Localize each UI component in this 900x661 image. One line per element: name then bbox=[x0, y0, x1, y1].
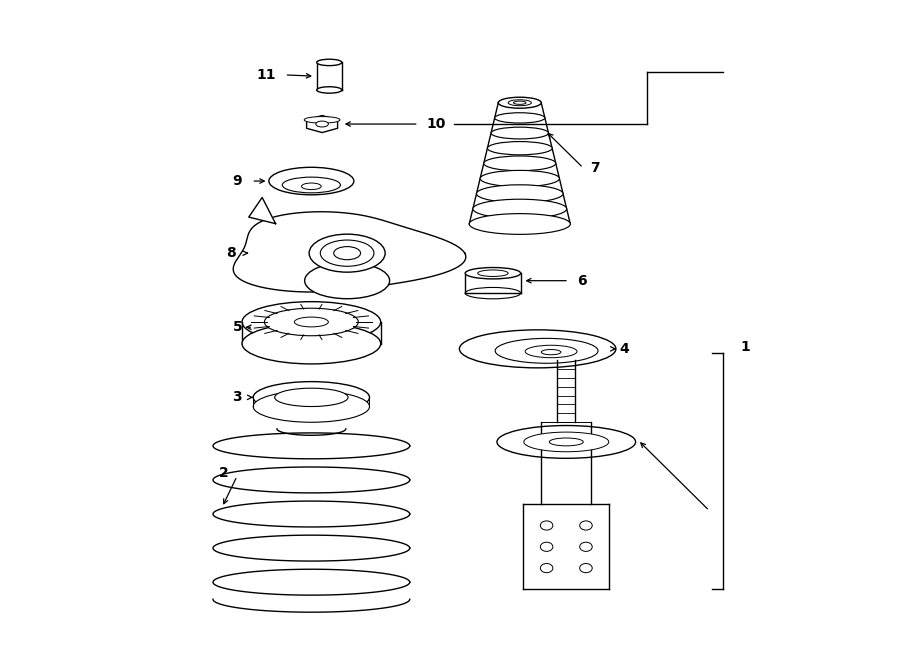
Ellipse shape bbox=[459, 330, 616, 368]
Polygon shape bbox=[233, 212, 466, 292]
Ellipse shape bbox=[320, 240, 374, 266]
Ellipse shape bbox=[478, 270, 508, 276]
Ellipse shape bbox=[499, 98, 541, 107]
Ellipse shape bbox=[491, 127, 548, 139]
Ellipse shape bbox=[472, 199, 567, 218]
Text: 6: 6 bbox=[578, 274, 587, 288]
Ellipse shape bbox=[269, 167, 354, 195]
Ellipse shape bbox=[253, 381, 370, 413]
Ellipse shape bbox=[465, 288, 521, 299]
Ellipse shape bbox=[495, 113, 544, 123]
Ellipse shape bbox=[495, 338, 598, 364]
Ellipse shape bbox=[484, 156, 556, 171]
Ellipse shape bbox=[317, 59, 342, 65]
Text: 4: 4 bbox=[619, 342, 629, 356]
Text: 3: 3 bbox=[232, 391, 242, 405]
Polygon shape bbox=[307, 116, 338, 133]
Ellipse shape bbox=[465, 268, 521, 279]
Ellipse shape bbox=[524, 432, 608, 451]
Ellipse shape bbox=[317, 87, 342, 93]
Ellipse shape bbox=[469, 214, 571, 235]
Ellipse shape bbox=[304, 116, 340, 123]
Text: 5: 5 bbox=[233, 320, 243, 334]
Ellipse shape bbox=[283, 177, 340, 193]
Ellipse shape bbox=[309, 234, 385, 272]
Text: 8: 8 bbox=[226, 246, 236, 260]
Text: 7: 7 bbox=[590, 161, 599, 175]
Ellipse shape bbox=[525, 345, 577, 358]
Text: 1: 1 bbox=[741, 340, 750, 354]
Ellipse shape bbox=[274, 388, 348, 407]
Text: 2: 2 bbox=[219, 466, 229, 480]
Text: 11: 11 bbox=[256, 68, 276, 82]
Ellipse shape bbox=[508, 100, 531, 106]
Ellipse shape bbox=[253, 391, 370, 422]
Ellipse shape bbox=[265, 308, 358, 336]
Polygon shape bbox=[213, 501, 410, 527]
Ellipse shape bbox=[302, 183, 321, 190]
Polygon shape bbox=[213, 467, 410, 493]
Ellipse shape bbox=[497, 426, 635, 458]
Polygon shape bbox=[213, 433, 410, 459]
Ellipse shape bbox=[316, 121, 328, 127]
Ellipse shape bbox=[480, 171, 560, 186]
Polygon shape bbox=[248, 198, 275, 223]
Ellipse shape bbox=[499, 97, 541, 108]
Ellipse shape bbox=[541, 350, 561, 355]
Ellipse shape bbox=[549, 438, 583, 446]
Ellipse shape bbox=[242, 323, 381, 364]
Text: 9: 9 bbox=[232, 174, 242, 188]
Ellipse shape bbox=[488, 141, 552, 155]
Ellipse shape bbox=[294, 317, 328, 327]
Text: 10: 10 bbox=[427, 117, 446, 131]
Polygon shape bbox=[213, 569, 410, 595]
Ellipse shape bbox=[476, 185, 563, 202]
Ellipse shape bbox=[334, 247, 361, 260]
Polygon shape bbox=[213, 535, 410, 561]
Ellipse shape bbox=[305, 262, 390, 299]
Ellipse shape bbox=[514, 101, 526, 104]
Ellipse shape bbox=[242, 301, 381, 342]
